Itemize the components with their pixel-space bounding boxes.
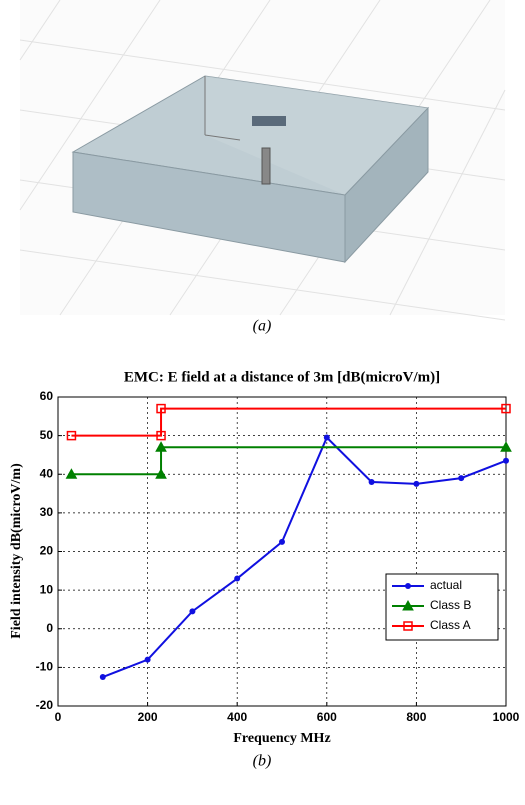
y-tick-label: 60 (40, 389, 54, 403)
x-tick-label: 400 (227, 710, 247, 724)
y-tick-label: -20 (36, 698, 54, 712)
series-line (71, 447, 506, 474)
y-tick-label: 20 (40, 544, 54, 558)
legend-label: Class B (430, 598, 471, 612)
marker (279, 539, 285, 545)
marker (189, 608, 195, 614)
legend-label: Class A (430, 618, 471, 632)
x-tick-label: 1000 (493, 710, 520, 724)
marker (100, 674, 106, 680)
probe (262, 148, 270, 184)
series-line (71, 409, 506, 436)
x-axis-title: Frequency MHz (233, 731, 330, 746)
caption: (a) (253, 318, 272, 335)
y-tick-label: 10 (40, 582, 54, 596)
x-tick-label: 800 (406, 710, 426, 724)
legend-marker (405, 583, 411, 589)
figure: (a) EMC: E field at a distance of 3m [dB… (0, 0, 525, 800)
marker (503, 458, 509, 464)
x-tick-label: 600 (317, 710, 337, 724)
y-axis-title: Field intensity dB(microV/m) (9, 463, 24, 639)
marker (324, 435, 330, 441)
pcb (252, 116, 286, 126)
marker (145, 657, 151, 663)
model-render (20, 0, 505, 320)
y-tick-label: 50 (40, 428, 54, 442)
page: (a) EMC: E field at a distance of 3m [dB… (0, 0, 525, 800)
legend-label: actual (430, 578, 462, 592)
y-tick-label: -10 (36, 660, 54, 674)
x-tick-label: 200 (138, 710, 158, 724)
marker (413, 481, 419, 487)
y-tick-label: 40 (40, 466, 54, 480)
y-tick-label: 0 (46, 621, 53, 635)
y-tick-label: 30 (40, 505, 54, 519)
marker (458, 475, 464, 481)
marker (234, 576, 240, 582)
chart-title: EMC: E field at a distance of 3m [dB(mic… (124, 369, 440, 385)
caption: (b) (253, 753, 272, 770)
x-tick-label: 0 (55, 710, 62, 724)
marker (369, 479, 375, 485)
